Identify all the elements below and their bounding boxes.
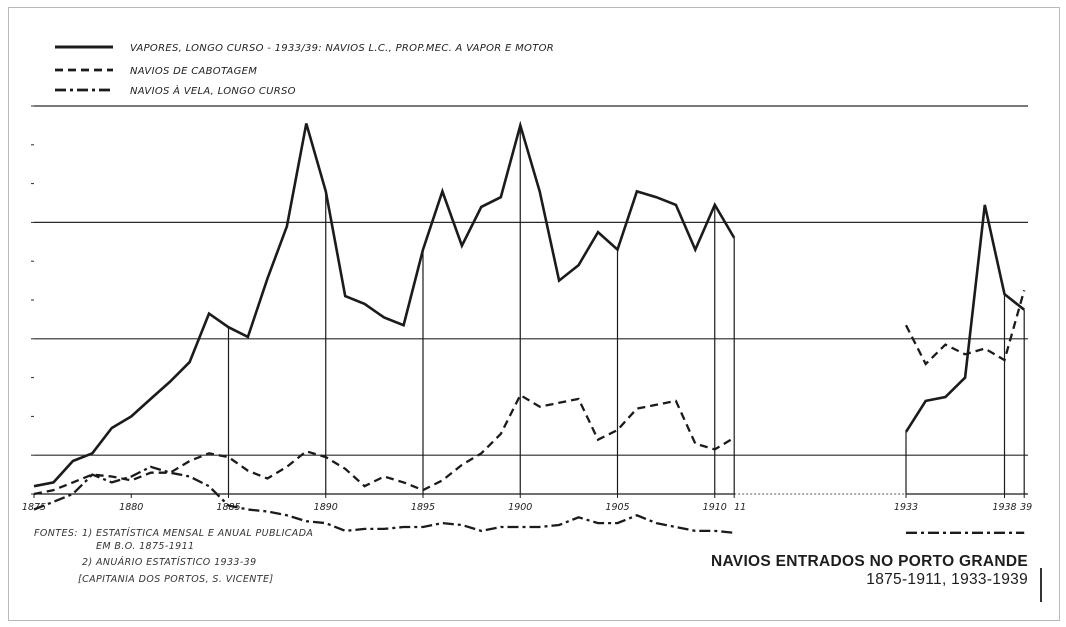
title-rule bbox=[1040, 568, 1042, 602]
legend-label-2: NAVIOS DE CABOTAGEM bbox=[130, 66, 257, 77]
x-tick-label: 1885 bbox=[216, 502, 240, 513]
x-tick-label: 1890 bbox=[314, 502, 338, 513]
source-line-1b: EM B.O. 1875-1911 bbox=[96, 541, 195, 552]
x-tick-label: 1910 bbox=[703, 502, 727, 513]
x-tick-label: 39 bbox=[1020, 502, 1032, 513]
sources-label: FONTES: bbox=[34, 528, 78, 539]
figure-frame bbox=[8, 7, 1060, 621]
x-tick-label: 1880 bbox=[119, 502, 143, 513]
x-tick-label: 1905 bbox=[605, 502, 629, 513]
x-tick-label: 1895 bbox=[411, 502, 435, 513]
chart-subtitle: 1875-1911, 1933-1939 bbox=[866, 571, 1028, 588]
x-tick-label: 1875 bbox=[22, 502, 46, 513]
series-1-segment-2 bbox=[904, 204, 1026, 433]
legend-label-3: NAVIOS À VELA, LONGO CURSO bbox=[130, 84, 296, 97]
x-tick-label: 1900 bbox=[508, 502, 532, 513]
x-tick-label: 1938 bbox=[992, 502, 1016, 513]
source-line-3: [CAPITANIA DOS PORTOS, S. VICENTE] bbox=[78, 574, 274, 585]
source-line-1: 1) ESTATÍSTICA MENSAL E ANUAL PUBLICADA bbox=[82, 528, 314, 539]
series-3-segment-1 bbox=[33, 465, 735, 534]
legend-label-1: VAPORES, LONGO CURSO - 1933/39: NAVIOS L… bbox=[130, 43, 554, 54]
series-2-segment-2 bbox=[904, 289, 1026, 366]
x-tick-label: 1933 bbox=[894, 502, 918, 513]
series-2-segment-1 bbox=[33, 393, 735, 496]
x-tick-label: 11 bbox=[734, 502, 746, 513]
source-line-2: 2) ANUÁRIO ESTATÍSTICO 1933-39 bbox=[82, 557, 257, 568]
series-1-segment-1 bbox=[33, 120, 736, 488]
chart-title: NAVIOS ENTRADOS NO PORTO GRANDE bbox=[710, 553, 1028, 570]
